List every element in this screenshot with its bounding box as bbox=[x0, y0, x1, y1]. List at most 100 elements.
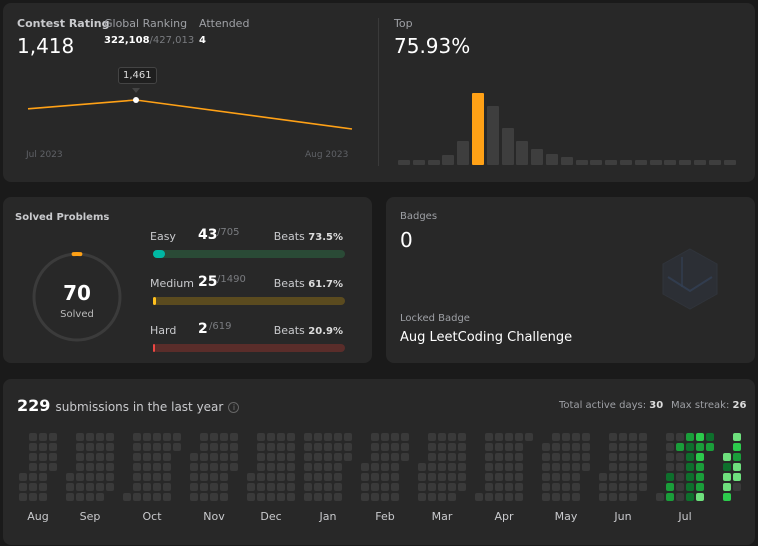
heatmap-cell[interactable] bbox=[324, 453, 332, 461]
heatmap-cell[interactable] bbox=[304, 453, 312, 461]
heatmap-cell[interactable] bbox=[438, 483, 446, 491]
heatmap-cell[interactable] bbox=[200, 483, 208, 491]
heatmap-cell[interactable] bbox=[163, 463, 171, 471]
heatmap-cell[interactable] bbox=[49, 453, 57, 461]
heatmap-cell[interactable] bbox=[247, 483, 255, 491]
info-icon[interactable]: i bbox=[228, 402, 240, 413]
heatmap-cell[interactable] bbox=[495, 493, 503, 501]
histogram-bar[interactable] bbox=[398, 160, 410, 165]
heatmap-cell[interactable] bbox=[515, 453, 523, 461]
heatmap-cell[interactable] bbox=[334, 473, 342, 481]
heatmap-cell[interactable] bbox=[361, 473, 369, 481]
heatmap-cell[interactable] bbox=[257, 453, 265, 461]
heatmap-cell[interactable] bbox=[200, 463, 208, 471]
heatmap-cell[interactable] bbox=[639, 483, 647, 491]
heatmap-cell[interactable] bbox=[401, 433, 409, 441]
heatmap-cell-active[interactable] bbox=[733, 473, 741, 481]
heatmap-cell[interactable] bbox=[485, 433, 493, 441]
heatmap-cell[interactable] bbox=[334, 433, 342, 441]
heatmap-cell[interactable] bbox=[629, 443, 637, 451]
heatmap-cell[interactable] bbox=[257, 493, 265, 501]
heatmap-cell[interactable] bbox=[505, 463, 513, 471]
heatmap-cell[interactable] bbox=[314, 433, 322, 441]
heatmap-cell[interactable] bbox=[106, 463, 114, 471]
heatmap-cell[interactable] bbox=[666, 453, 674, 461]
heatmap-cell[interactable] bbox=[505, 473, 513, 481]
heatmap-cell[interactable] bbox=[495, 443, 503, 451]
heatmap-cell[interactable] bbox=[619, 433, 627, 441]
heatmap-cell-active[interactable] bbox=[686, 483, 694, 491]
heatmap-cell[interactable] bbox=[582, 443, 590, 451]
heatmap-cell[interactable] bbox=[304, 443, 312, 451]
heatmap-cell[interactable] bbox=[572, 473, 580, 481]
heatmap-cell[interactable] bbox=[19, 493, 27, 501]
heatmap-cell[interactable] bbox=[86, 483, 94, 491]
heatmap-cell[interactable] bbox=[39, 483, 47, 491]
heatmap-cell[interactable] bbox=[200, 443, 208, 451]
heatmap-cell[interactable] bbox=[190, 493, 198, 501]
heatmap-cell[interactable] bbox=[428, 463, 436, 471]
histogram-bar[interactable] bbox=[516, 141, 529, 165]
heatmap-cell[interactable] bbox=[334, 443, 342, 451]
heatmap-cell[interactable] bbox=[163, 433, 171, 441]
heatmap-cell[interactable] bbox=[49, 463, 57, 471]
heatmap-cell[interactable] bbox=[391, 483, 399, 491]
heatmap-cell[interactable] bbox=[639, 453, 647, 461]
heatmap-cell[interactable] bbox=[334, 463, 342, 471]
heatmap-cell[interactable] bbox=[381, 483, 389, 491]
heatmap-cell[interactable] bbox=[39, 493, 47, 501]
heatmap-cell[interactable] bbox=[267, 473, 275, 481]
heatmap-cell[interactable] bbox=[277, 443, 285, 451]
heatmap-cell[interactable] bbox=[676, 433, 684, 441]
heatmap-cell[interactable] bbox=[304, 483, 312, 491]
heatmap-cell[interactable] bbox=[381, 463, 389, 471]
heatmap-cell[interactable] bbox=[277, 433, 285, 441]
heatmap-cell[interactable] bbox=[371, 483, 379, 491]
heatmap-cell[interactable] bbox=[562, 473, 570, 481]
rating-point[interactable] bbox=[133, 97, 139, 103]
heatmap-cell-active[interactable] bbox=[696, 443, 704, 451]
heatmap-cell[interactable] bbox=[287, 483, 295, 491]
heatmap-cell[interactable] bbox=[361, 493, 369, 501]
heatmap-cell[interactable] bbox=[163, 473, 171, 481]
heatmap-cell[interactable] bbox=[230, 463, 238, 471]
heatmap-cell[interactable] bbox=[438, 493, 446, 501]
heatmap-cell[interactable] bbox=[428, 493, 436, 501]
heatmap-cell[interactable] bbox=[599, 473, 607, 481]
heatmap-cell[interactable] bbox=[210, 443, 218, 451]
heatmap-cell[interactable] bbox=[267, 443, 275, 451]
heatmap-cell[interactable] bbox=[163, 443, 171, 451]
heatmap-cell[interactable] bbox=[552, 443, 560, 451]
heatmap-cell[interactable] bbox=[438, 473, 446, 481]
heatmap-cell[interactable] bbox=[381, 453, 389, 461]
heatmap-cell[interactable] bbox=[190, 453, 198, 461]
heatmap-cell[interactable] bbox=[143, 433, 151, 441]
histogram-bar[interactable] bbox=[723, 160, 736, 165]
heatmap-cell-active[interactable] bbox=[686, 463, 694, 471]
heatmap-cell[interactable] bbox=[639, 473, 647, 481]
rating-line-chart[interactable] bbox=[3, 3, 373, 182]
heatmap-cell-active[interactable] bbox=[686, 473, 694, 481]
heatmap-cell[interactable] bbox=[39, 473, 47, 481]
heatmap-cell[interactable] bbox=[277, 493, 285, 501]
heatmap-cell[interactable] bbox=[505, 443, 513, 451]
heatmap-cell[interactable] bbox=[200, 473, 208, 481]
heatmap-cell[interactable] bbox=[505, 453, 513, 461]
heatmap-cell[interactable] bbox=[153, 453, 161, 461]
heatmap-cell[interactable] bbox=[609, 433, 617, 441]
heatmap-cell[interactable] bbox=[609, 473, 617, 481]
heatmap-cell[interactable] bbox=[133, 493, 141, 501]
heatmap-cell[interactable] bbox=[505, 493, 513, 501]
heatmap-cell[interactable] bbox=[200, 433, 208, 441]
heatmap-cell-active[interactable] bbox=[733, 433, 741, 441]
heatmap-cell[interactable] bbox=[86, 473, 94, 481]
heatmap-cell[interactable] bbox=[619, 493, 627, 501]
heatmap-cell[interactable] bbox=[257, 433, 265, 441]
heatmap-cell-active[interactable] bbox=[696, 453, 704, 461]
heatmap-cell[interactable] bbox=[515, 463, 523, 471]
heatmap-cell[interactable] bbox=[267, 493, 275, 501]
histogram-bar[interactable] bbox=[412, 160, 425, 165]
heatmap-cell[interactable] bbox=[39, 453, 47, 461]
heatmap-cell[interactable] bbox=[629, 463, 637, 471]
histogram-bar[interactable] bbox=[694, 160, 706, 165]
